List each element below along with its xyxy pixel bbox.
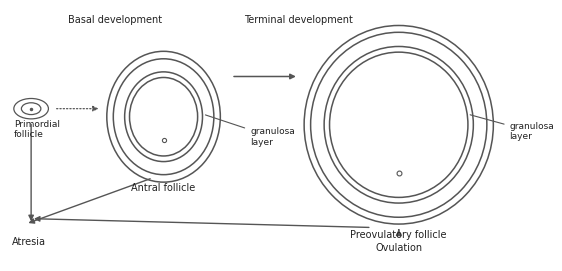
Text: Atresia: Atresia (12, 237, 46, 247)
Text: Basal development: Basal development (68, 15, 162, 25)
Text: Primordial
follicle: Primordial follicle (14, 120, 60, 139)
Text: Preovulatory follicle: Preovulatory follicle (351, 230, 447, 240)
Text: granulosa
layer: granulosa layer (470, 115, 554, 141)
Text: Terminal development: Terminal development (244, 15, 353, 25)
Text: Antral follicle: Antral follicle (132, 183, 196, 193)
Text: granulosa
layer: granulosa layer (206, 115, 295, 147)
Text: Ovulation: Ovulation (375, 243, 422, 253)
